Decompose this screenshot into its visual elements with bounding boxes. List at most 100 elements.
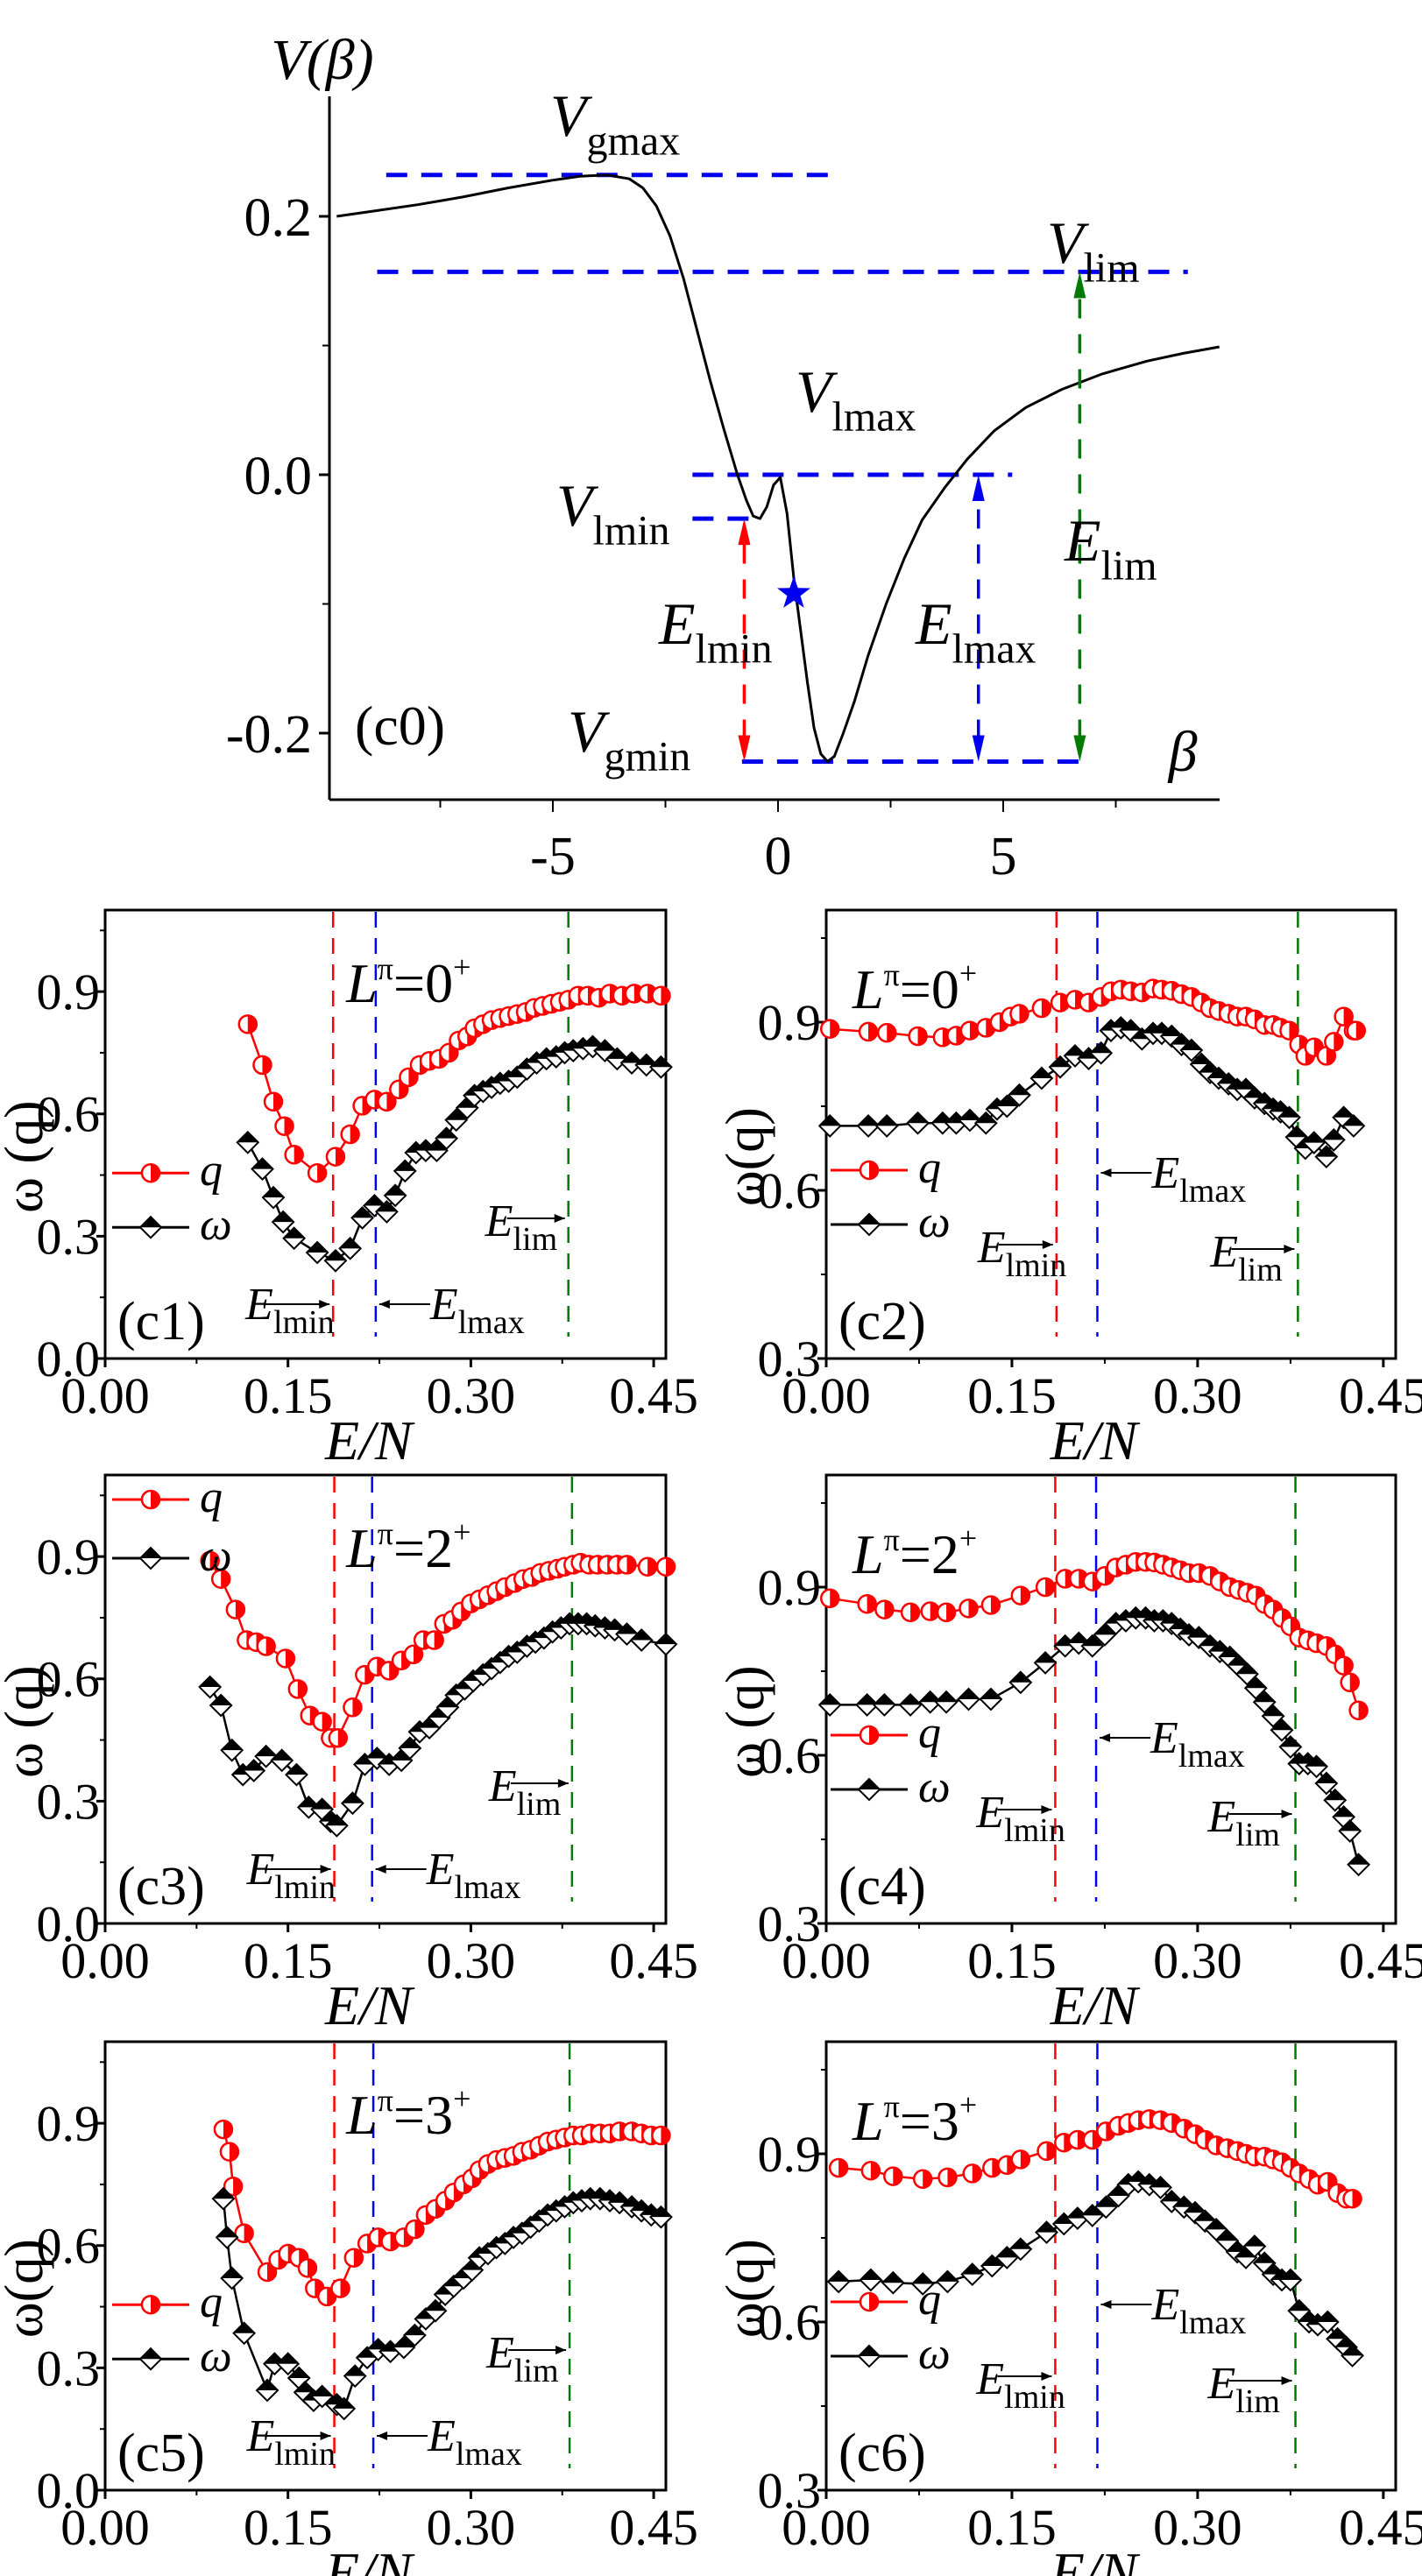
data-point-fill xyxy=(876,1115,898,1126)
annotation-e-lmin: Elmin xyxy=(246,1845,336,1906)
data-point xyxy=(655,1556,676,1577)
annotation-main: E xyxy=(1207,2359,1236,2409)
data-point xyxy=(1334,1006,1354,1027)
data-point-fill xyxy=(1227,1655,1249,1666)
data-point xyxy=(1315,2310,1340,2334)
series-omega xyxy=(817,1606,1371,1877)
data-point xyxy=(343,2364,367,2389)
data-point xyxy=(1314,1771,1339,1796)
lpi-value: 3 xyxy=(931,2090,959,2152)
y-tick-label: 0.3 xyxy=(758,2462,822,2519)
y-tick-label: 0.3 xyxy=(37,1773,101,1830)
annotation-e-lmax: Elmax xyxy=(377,2411,522,2473)
data-point-fill xyxy=(867,1595,876,1613)
data-point xyxy=(287,1679,308,1699)
data-point xyxy=(1010,1585,1031,1606)
data-point xyxy=(1305,1754,1328,1779)
data-point-fill xyxy=(936,1691,958,1703)
data-point xyxy=(383,1183,407,1208)
series-omega xyxy=(211,2186,673,2421)
y-tick-label: 0.0 xyxy=(37,2462,101,2519)
x-tick-label: 0.00 xyxy=(782,2499,871,2556)
data-point xyxy=(1338,1818,1362,1843)
annotation-sub: lmin xyxy=(274,2436,336,2473)
data-point-fill xyxy=(394,1160,416,1171)
label-v-lmin-sub: lmin xyxy=(593,508,670,554)
data-point-fill xyxy=(297,1680,307,1698)
data-point-fill xyxy=(436,1697,458,1708)
data-point xyxy=(906,1111,930,1135)
data-point-fill xyxy=(666,1557,675,1576)
data-point xyxy=(223,2176,244,2197)
legend-marker xyxy=(857,1212,881,1237)
data-point-fill xyxy=(819,1115,841,1126)
data-point xyxy=(1179,1038,1204,1062)
data-point xyxy=(242,1759,266,1782)
data-point xyxy=(900,1602,921,1623)
data-point xyxy=(1243,1676,1268,1700)
arrow-e-lmin-head-up xyxy=(738,519,751,546)
data-point xyxy=(282,1226,307,1251)
data-point xyxy=(263,1091,284,1112)
data-point-fill xyxy=(1019,1005,1029,1023)
data-point xyxy=(234,2223,254,2244)
lpi-pi: π xyxy=(884,2089,900,2124)
series-omega xyxy=(817,1015,1366,1169)
data-point-fill xyxy=(1120,1020,1142,1031)
data-point-fill xyxy=(255,1746,277,1757)
data-point xyxy=(330,2278,350,2298)
data-point xyxy=(340,1124,360,1145)
label-e-lim-sub: lim xyxy=(1101,543,1157,589)
data-point-fill xyxy=(1065,1045,1086,1056)
data-point xyxy=(1341,2343,1364,2368)
data-point-fill xyxy=(1050,1056,1072,1068)
panel-c1: 0.0 0.3 0.6 0.9 0.00 0.15 0.30 0.45 E/N ω (q) qω Lπ… xyxy=(0,908,698,1471)
data-point-fill xyxy=(1161,2191,1183,2202)
x-tick-label: 0.15 xyxy=(244,2499,333,2556)
data-point-fill xyxy=(893,2167,902,2185)
x-tick-label: 0.30 xyxy=(427,1932,516,1989)
data-point xyxy=(876,1022,897,1043)
data-point-fill xyxy=(616,1623,638,1634)
legend-marker-fill xyxy=(140,1217,161,1228)
data-point-fill xyxy=(937,2270,959,2282)
annotation-sub: lmax xyxy=(454,1869,520,1906)
data-point xyxy=(276,2352,301,2376)
series-line xyxy=(246,992,661,1175)
y-tick-label: 0.9 xyxy=(758,2126,822,2183)
y-axis-label: ω(q) xyxy=(716,1107,775,1206)
data-point xyxy=(1302,1131,1326,1155)
data-point-fill xyxy=(399,1737,421,1748)
y-tick-label: 0.6 xyxy=(37,2218,101,2275)
data-point-fill xyxy=(344,2365,366,2376)
data-point xyxy=(1279,1020,1299,1041)
data-point-fill xyxy=(1191,1054,1213,1064)
x-tick-label: 0.45 xyxy=(609,1932,698,1989)
data-point xyxy=(392,2335,416,2360)
data-point xyxy=(649,2205,673,2229)
data-point-fill xyxy=(311,1798,333,1810)
data-point-fill xyxy=(235,1600,244,1619)
data-point-fill xyxy=(882,2272,904,2283)
x-tick-label: 0 xyxy=(765,827,792,886)
data-point xyxy=(1093,2195,1118,2220)
data-point xyxy=(881,2270,905,2295)
annotation-sub: lmax xyxy=(456,2436,522,2473)
data-point xyxy=(307,1162,328,1183)
x-tick-label: 0.45 xyxy=(1339,1932,1422,1989)
data-point xyxy=(444,1108,469,1133)
lpi-label: Lπ=0+ xyxy=(345,949,470,1014)
data-point-fill xyxy=(1335,2336,1357,2347)
data-point-fill xyxy=(1342,1115,1364,1126)
data-point-fill xyxy=(1188,1627,1210,1638)
data-point xyxy=(960,2262,985,2287)
data-point-fill xyxy=(342,1792,364,1803)
data-point-fill xyxy=(1207,1068,1229,1078)
x-tick-label: 0.15 xyxy=(967,1367,1057,1424)
label-v-lim-main: V xyxy=(1047,209,1090,276)
y-tick-label: 0.9 xyxy=(758,1559,822,1616)
data-point-fill xyxy=(919,1691,941,1703)
annotation-e-lmin: Elmin xyxy=(246,2411,336,2473)
lpi-eq: = xyxy=(393,1517,425,1579)
lpi-label: Lπ=2+ xyxy=(345,1514,470,1579)
